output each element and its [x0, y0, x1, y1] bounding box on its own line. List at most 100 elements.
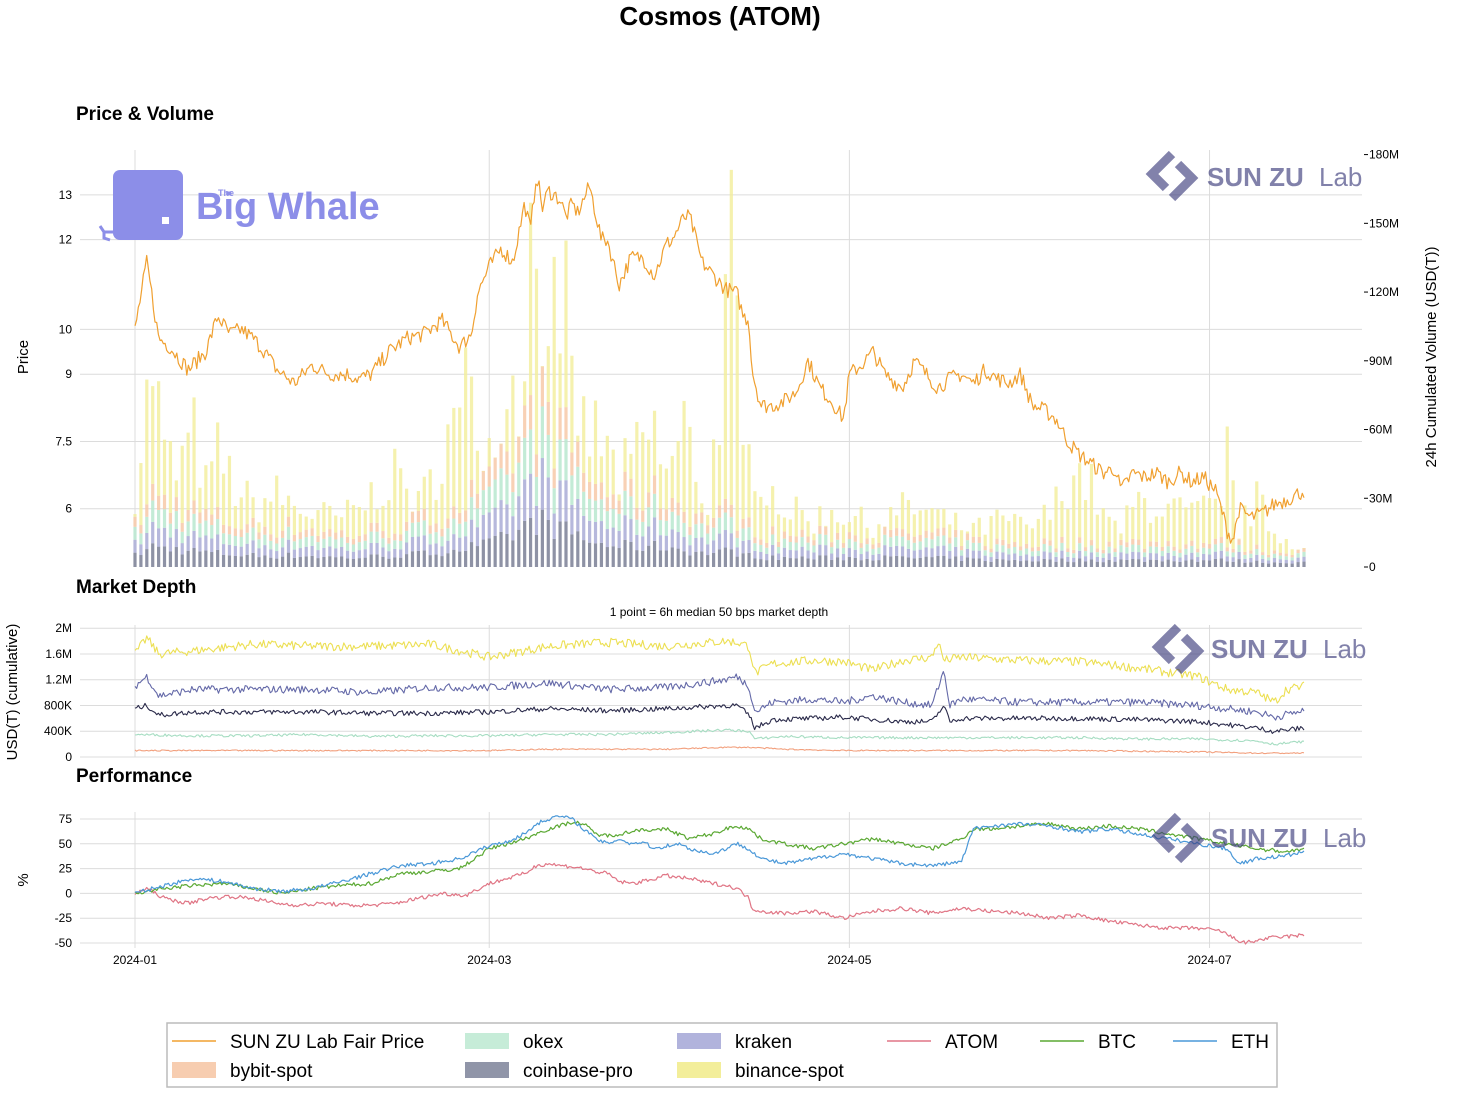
bybit-volume-bar [1024, 543, 1029, 549]
coinbase-volume-bar [239, 556, 243, 567]
binance-volume-bar [345, 499, 350, 537]
coinbase-volume-bar [351, 558, 356, 567]
binance-volume-bar [493, 457, 497, 459]
binance-volume-bar [1024, 524, 1029, 544]
binance-volume-bar [1066, 508, 1070, 549]
okex-volume-bar [1072, 553, 1076, 558]
binance-volume-bar [883, 526, 887, 528]
depth-tick-label: 0 [65, 750, 72, 764]
kraken-volume-bar [1119, 552, 1123, 560]
binance-volume-bar [1290, 549, 1294, 555]
binance-volume-bar [1013, 513, 1017, 543]
legend: SUN ZU Lab Fair Price okex kraken ATOM BTC ET… [166, 1022, 1278, 1088]
bybit-volume-bar [1001, 539, 1005, 546]
bybit-volume-bar [1213, 538, 1218, 545]
binance-volume-bar [1030, 528, 1035, 548]
okex-volume-bar [1119, 545, 1123, 553]
kraken-volume-bar [540, 458, 544, 510]
bybit-volume-bar [995, 538, 999, 545]
coinbase-volume-bar [357, 558, 361, 567]
bybit-volume-bar [1013, 542, 1017, 548]
kraken-volume-bar [404, 542, 409, 555]
bybit-volume-bar [233, 528, 237, 536]
coinbase-volume-bar [652, 540, 657, 567]
binance-volume-bar [481, 470, 485, 472]
coinbase-volume-bar [434, 554, 438, 567]
coinbase-volume-bar [162, 546, 167, 567]
kraken-volume-bar [729, 533, 733, 550]
kraken-volume-bar [700, 537, 704, 552]
coinbase-volume-bar [157, 546, 161, 567]
fair-price-line [134, 180, 1305, 544]
coinbase-volume-bar [174, 547, 178, 567]
kraken-volume-bar [959, 555, 964, 562]
binance-volume-bar [741, 444, 745, 519]
binance-volume-bar [564, 240, 568, 408]
binance-volume-bar [688, 426, 692, 527]
okex-volume-bar [652, 493, 657, 518]
binance-volume-bar [1137, 491, 1141, 540]
coinbase-volume-bar [275, 558, 279, 567]
bybit-volume-bar [806, 536, 810, 543]
depth-tick-label: 2M [55, 621, 72, 635]
binance-volume-bar [410, 511, 415, 513]
volume-tick-label: 180M [1369, 148, 1399, 162]
bybit-volume-bar [611, 494, 615, 509]
depth-kraken-line [134, 671, 1305, 721]
kraken-volume-bar [599, 521, 604, 543]
bybit-volume-bar [1207, 544, 1212, 549]
bybit-volume-bar [1019, 546, 1023, 551]
bybit-volume-bar [345, 536, 350, 543]
binance-volume-bar [835, 522, 840, 533]
coinbase-volume-bar [954, 556, 958, 567]
binance-volume-bar [499, 443, 503, 445]
okex-volume-bar [233, 535, 237, 546]
kraken-volume-bar [399, 549, 403, 558]
binance-volume-bar [912, 514, 916, 537]
okex-volume-bar [1030, 551, 1035, 557]
coinbase-volume-bar [233, 555, 237, 567]
kraken-volume-bar [316, 550, 320, 559]
coinbase-volume-bar [375, 554, 379, 567]
bybit-volume-bar [558, 407, 562, 440]
kraken-volume-bar [989, 557, 993, 562]
kraken-volume-bar [481, 514, 485, 540]
depth-note: 1 point = 6h median 50 bps market depth [610, 605, 828, 619]
kraken-volume-bar [753, 550, 757, 559]
okex-volume-bar [812, 545, 816, 553]
okex-volume-bar [776, 546, 781, 554]
bybit-volume-bar [1296, 549, 1300, 554]
sunzu-brand-text: SUN ZU Lab [1211, 634, 1366, 664]
coinbase-volume-bar [747, 552, 751, 567]
binance-volume-bar [534, 268, 539, 455]
price-tick-label: 12 [59, 233, 73, 247]
okex-volume-bar [765, 547, 769, 554]
bybit-volume-bar [328, 529, 332, 537]
okex-volume-bar [706, 533, 710, 545]
binance-volume-bar [1078, 463, 1082, 538]
bybit-volume-bar [1166, 541, 1170, 547]
okex-volume-bar [871, 548, 875, 555]
kraken-volume-bar [1066, 556, 1070, 562]
bybit-volume-bar [1119, 539, 1123, 546]
okex-volume-bar [186, 521, 190, 537]
kraken-volume-bar [1048, 552, 1052, 560]
coinbase-volume-bar [1013, 559, 1017, 567]
bybit-volume-bar [1137, 539, 1141, 546]
okex-volume-bar [1296, 553, 1300, 558]
binance-volume-bar [989, 516, 993, 549]
okex-volume-bar [847, 539, 851, 549]
coinbase-volume-bar [1302, 561, 1306, 567]
coinbase-volume-bar [711, 552, 716, 567]
binance-volume-bar [824, 525, 828, 527]
binance-volume-bar [806, 521, 810, 537]
bybit-volume-bar [723, 498, 728, 513]
kraken-volume-bar [139, 544, 143, 556]
bybit-volume-bar [1272, 550, 1277, 554]
bybit-volume-bar [599, 482, 604, 500]
kraken-volume-bar [440, 546, 444, 557]
binance-volume-bar [1213, 498, 1218, 539]
bybit-volume-bar [1255, 544, 1259, 550]
perf-panel-title: Performance [76, 766, 192, 787]
okex-volume-bar [180, 531, 184, 544]
